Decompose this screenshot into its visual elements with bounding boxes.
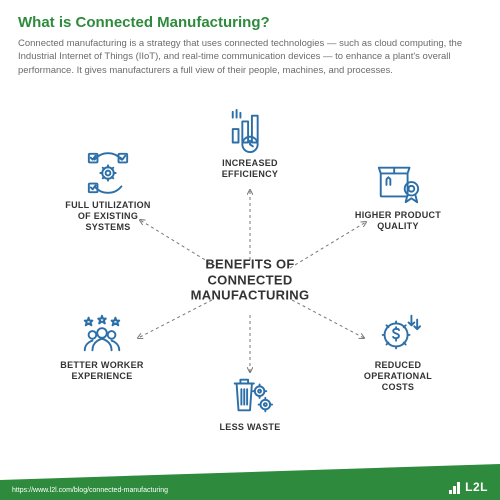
node-costs: REDUCED OPERATIONAL COSTS	[348, 310, 448, 392]
node-label: BETTER WORKER EXPERIENCE	[52, 360, 152, 382]
people-stars-icon	[79, 310, 125, 356]
node-quality: HIGHER PRODUCT QUALITY	[348, 160, 448, 232]
node-label: INCREASED EFFICIENCY	[200, 158, 300, 180]
trash-gear-icon	[227, 372, 273, 418]
page-description: Connected manufacturing is a strategy th…	[18, 37, 482, 77]
center-line-3: MANUFACTURING	[191, 288, 310, 304]
footer-bg	[0, 460, 500, 500]
center-line-2: CONNECTED	[191, 272, 310, 288]
footer: https://www.l2l.com/blog/connected-manuf…	[0, 468, 500, 500]
center-label: BENEFITS OF CONNECTED MANUFACTURING	[191, 257, 310, 304]
logo-bars-icon	[449, 480, 463, 494]
page-title: What is Connected Manufacturing?	[18, 14, 482, 31]
node-label: LESS WASTE	[200, 422, 300, 433]
node-utilization: FULL UTILIZATION OF EXISTING SYSTEMS	[58, 150, 158, 232]
footer-logo: L2L	[449, 480, 488, 494]
footer-url: https://www.l2l.com/blog/connected-manuf…	[12, 487, 168, 494]
logo-text: L2L	[465, 480, 488, 494]
node-label: HIGHER PRODUCT QUALITY	[348, 210, 448, 232]
chart-clock-icon	[227, 108, 273, 154]
node-worker: BETTER WORKER EXPERIENCE	[52, 310, 152, 382]
box-ribbon-icon	[375, 160, 421, 206]
node-label: REDUCED OPERATIONAL COSTS	[348, 360, 448, 392]
node-label: FULL UTILIZATION OF EXISTING SYSTEMS	[58, 200, 158, 232]
node-efficiency: INCREASED EFFICIENCY	[200, 108, 300, 180]
gear-cycle-icon	[85, 150, 131, 196]
benefits-diagram: BENEFITS OF CONNECTED MANUFACTURING INCR…	[0, 100, 500, 460]
node-waste: LESS WASTE	[200, 372, 300, 433]
center-line-1: BENEFITS OF	[191, 257, 310, 273]
dollar-gear-icon	[375, 310, 421, 356]
